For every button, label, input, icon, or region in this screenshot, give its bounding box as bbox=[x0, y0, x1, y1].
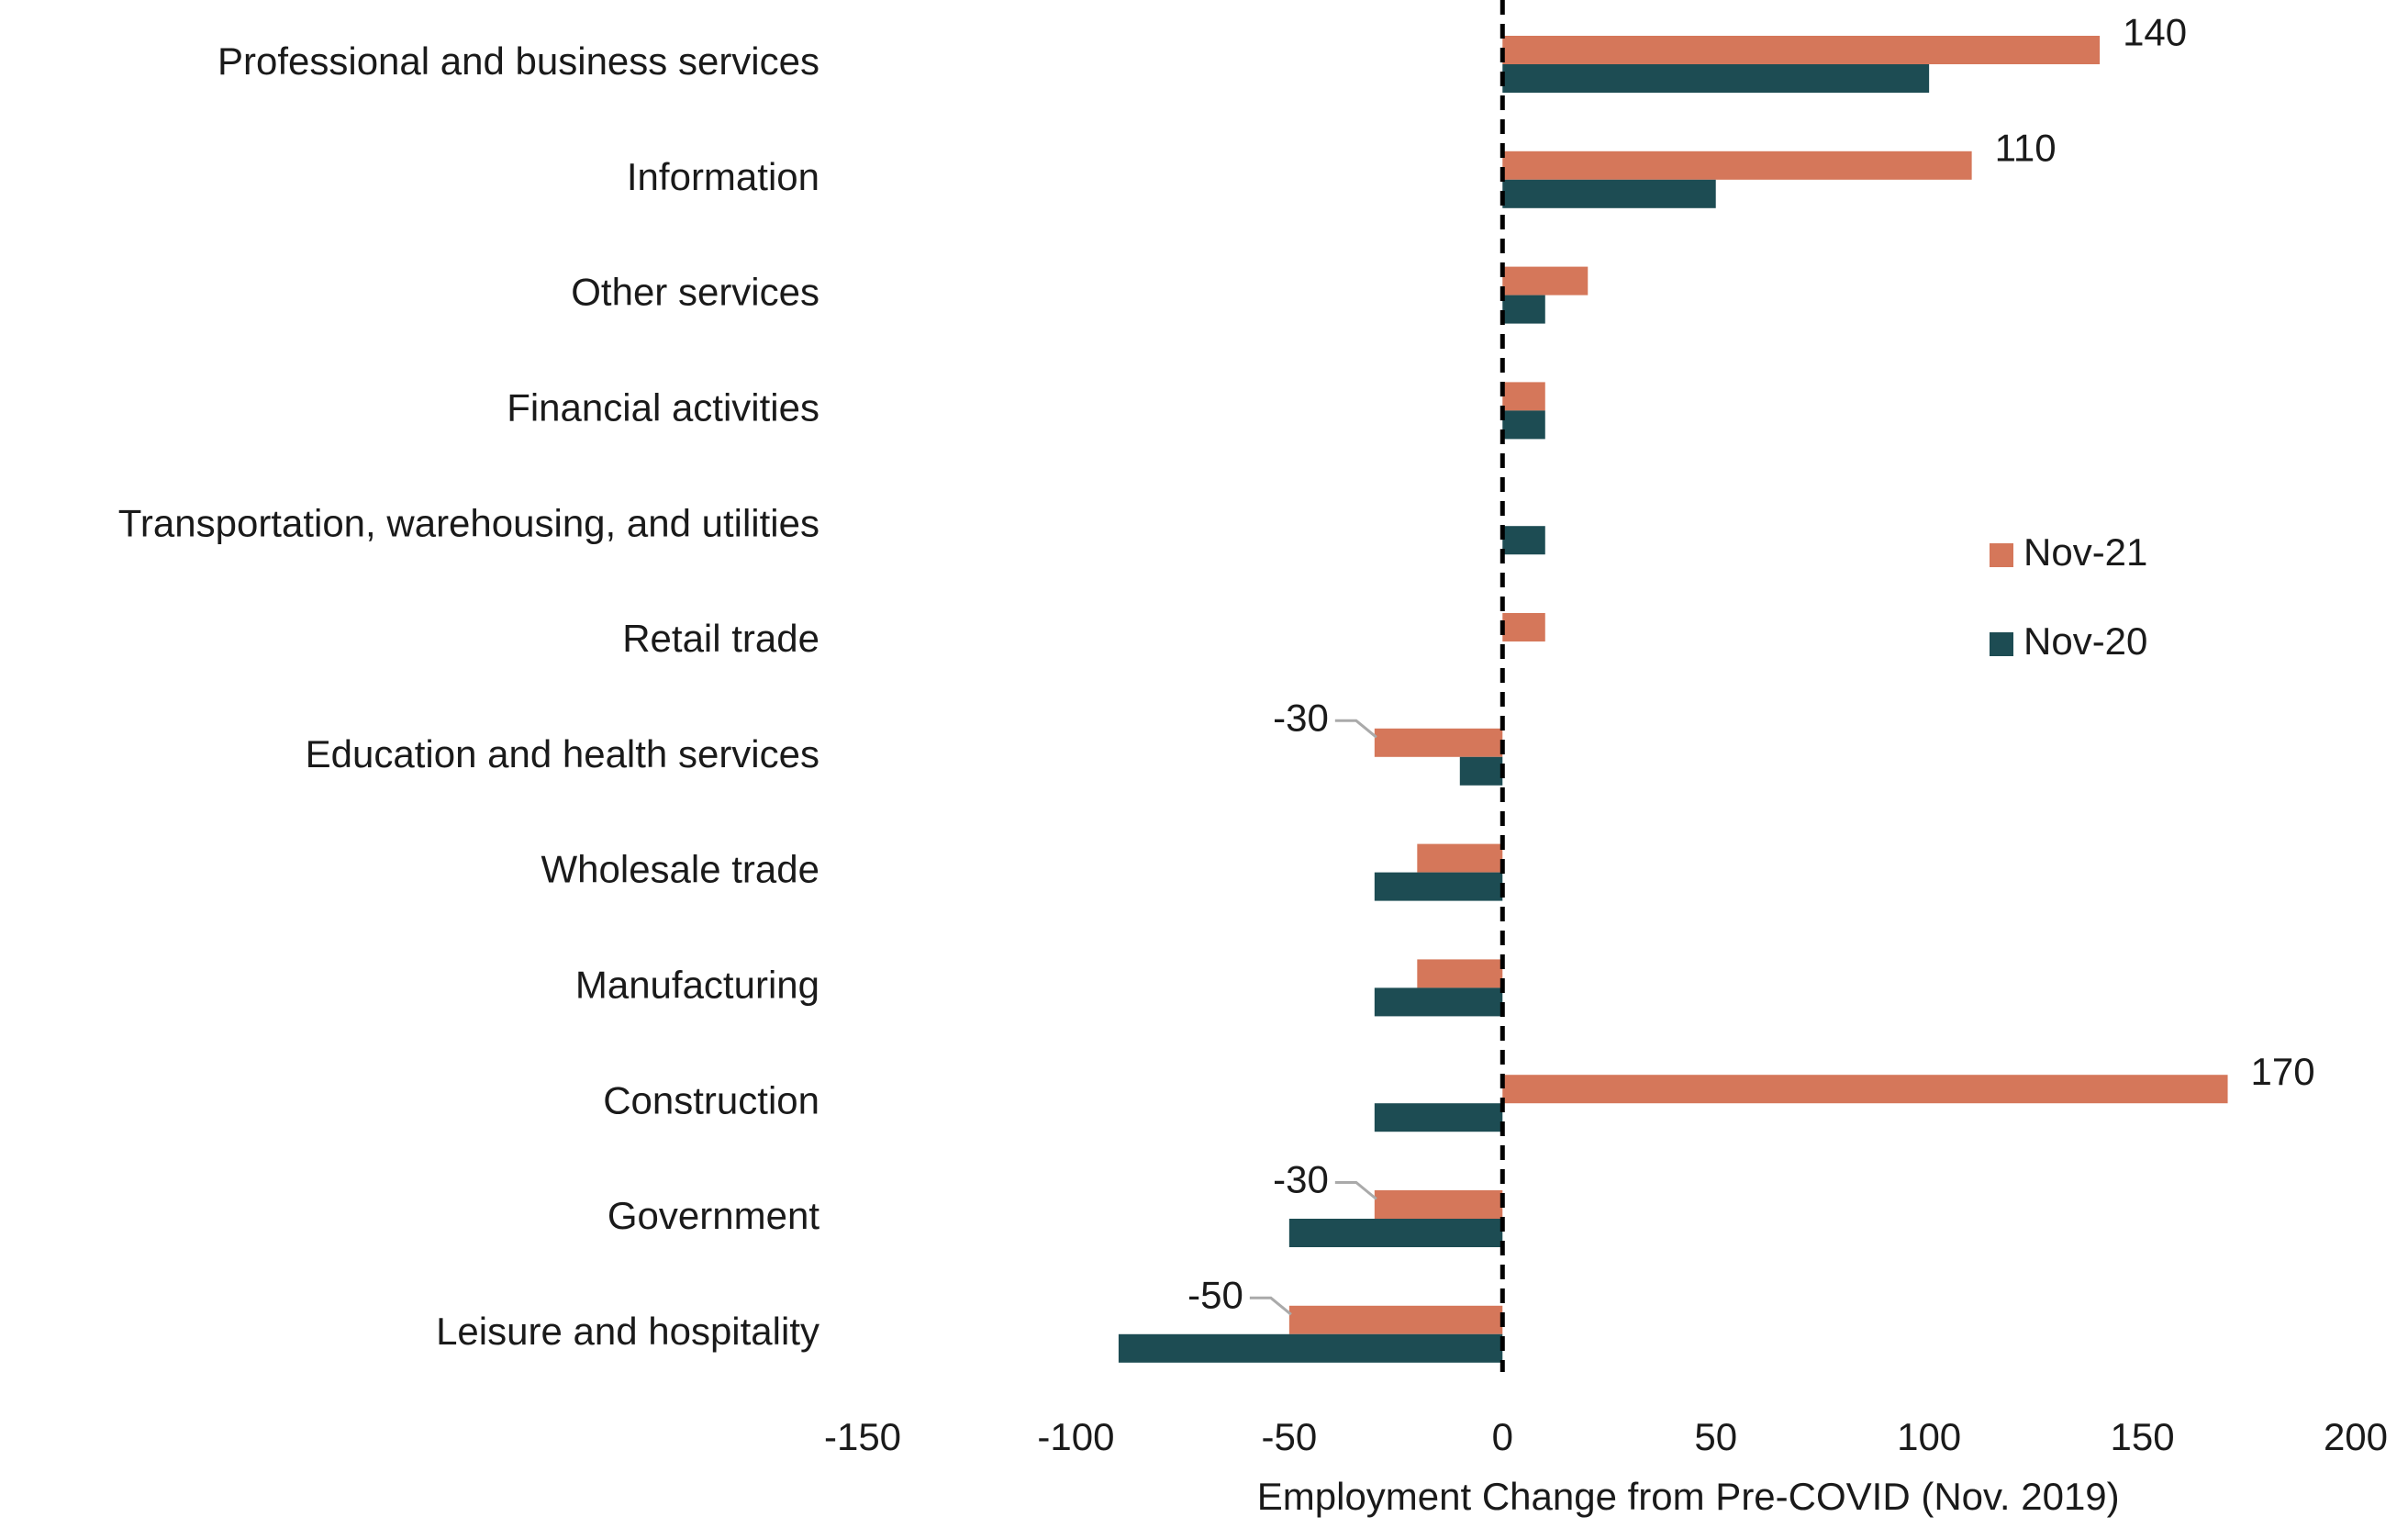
legend-swatch-nov-21 bbox=[1990, 543, 2013, 567]
x-tick-label-50: 50 bbox=[1694, 1415, 1737, 1458]
leader-nov-21-leisure-and-hospitality bbox=[1249, 1296, 1292, 1316]
x-tick-label-150: 150 bbox=[2111, 1415, 2175, 1458]
leader-nov-21-government bbox=[1334, 1181, 1377, 1200]
data-label-nov-21-construction: 170 bbox=[2251, 1050, 2315, 1093]
bar-nov-20-leisure-and-hospitality bbox=[1118, 1333, 1503, 1363]
category-label-retail-trade: Retail trade bbox=[622, 617, 819, 660]
data-label-nov-21-education-and-health-services: -30 bbox=[1273, 696, 1329, 739]
leader-nov-21-education-and-health-services bbox=[1334, 719, 1377, 739]
data-label-nov-21-professional-and-business-services: 140 bbox=[2123, 11, 2187, 54]
category-label-professional-and-business-services: Professional and business services bbox=[217, 39, 819, 83]
bar-nov-21-leisure-and-hospitality bbox=[1288, 1305, 1503, 1334]
legend-label-nov-20: Nov-20 bbox=[2023, 619, 2147, 663]
legend-label-nov-21: Nov-21 bbox=[2023, 530, 2147, 574]
bar-nov-21-other-services bbox=[1502, 266, 1589, 296]
bar-nov-20-other-services bbox=[1502, 295, 1545, 324]
bar-nov-20-professional-and-business-services bbox=[1502, 64, 1930, 93]
bar-nov-20-construction bbox=[1374, 1103, 1503, 1132]
data-label-nov-21-information: 110 bbox=[1995, 126, 2057, 169]
x-tick-label-neg150: -150 bbox=[824, 1415, 901, 1458]
x-tick-label-200: 200 bbox=[2324, 1415, 2388, 1458]
bar-nov-20-transportation-warehousing-and-utilities bbox=[1502, 526, 1545, 555]
bar-nov-21-professional-and-business-services bbox=[1502, 36, 2101, 64]
x-tick-label-neg50: -50 bbox=[1262, 1415, 1318, 1458]
legend-swatch-nov-20 bbox=[1990, 632, 2013, 656]
data-labels: 140 110 -30 170 -30 -50 bbox=[1187, 11, 2314, 1317]
category-label-other-services: Other services bbox=[571, 271, 819, 314]
bar-nov-21-information bbox=[1502, 151, 1972, 180]
bar-nov-21-government bbox=[1374, 1190, 1503, 1219]
x-axis-tick-labels: -150 -100 -50 0 50 100 150 200 bbox=[824, 1415, 2388, 1458]
bar-nov-20-financial-activities bbox=[1502, 410, 1545, 440]
category-label-wholesale-trade: Wholesale trade bbox=[541, 848, 820, 891]
bar-nov-20-government bbox=[1288, 1219, 1503, 1247]
x-tick-label-0: 0 bbox=[1492, 1415, 1513, 1458]
x-axis-title: Employment Change from Pre-COVID (Nov. 2… bbox=[1257, 1475, 2120, 1518]
legend: Nov-21 Nov-20 bbox=[1990, 530, 2147, 663]
bar-nov-21-construction bbox=[1502, 1075, 2228, 1104]
category-label-leisure-and-hospitality: Leisure and hospitality bbox=[436, 1310, 819, 1353]
bar-nov-20-manufacturing bbox=[1374, 987, 1503, 1017]
bar-nov-20-information bbox=[1502, 179, 1716, 208]
bar-nov-21-manufacturing bbox=[1417, 959, 1503, 988]
category-label-construction: Construction bbox=[603, 1078, 819, 1121]
bar-nov-21-wholesale-trade bbox=[1417, 843, 1503, 873]
category-labels: Professional and business services Inform… bbox=[118, 39, 820, 1353]
bar-nov-20-wholesale-trade bbox=[1374, 872, 1503, 901]
data-label-leaders bbox=[1249, 719, 1377, 1316]
category-label-information: Information bbox=[627, 155, 819, 198]
category-label-manufacturing: Manufacturing bbox=[575, 963, 819, 1006]
category-label-transportation-warehousing-and-utilities: Transportation, warehousing, and utiliti… bbox=[118, 501, 819, 544]
bar-nov-21-education-and-health-services bbox=[1374, 728, 1503, 757]
category-label-government: Government bbox=[608, 1194, 819, 1237]
x-tick-label-neg100: -100 bbox=[1037, 1415, 1114, 1458]
x-tick-label-100: 100 bbox=[1897, 1415, 1961, 1458]
bar-nov-21-financial-activities bbox=[1502, 382, 1545, 411]
bar-nov-20-education-and-health-services bbox=[1459, 756, 1503, 786]
bar-nov-21-retail-trade bbox=[1502, 613, 1545, 641]
category-label-financial-activities: Financial activities bbox=[507, 385, 819, 429]
category-label-education-and-health-services: Education and health services bbox=[306, 732, 819, 775]
bars bbox=[1118, 36, 2228, 1363]
data-label-nov-21-leisure-and-hospitality: -50 bbox=[1187, 1273, 1243, 1316]
data-label-nov-21-government: -30 bbox=[1273, 1158, 1329, 1201]
